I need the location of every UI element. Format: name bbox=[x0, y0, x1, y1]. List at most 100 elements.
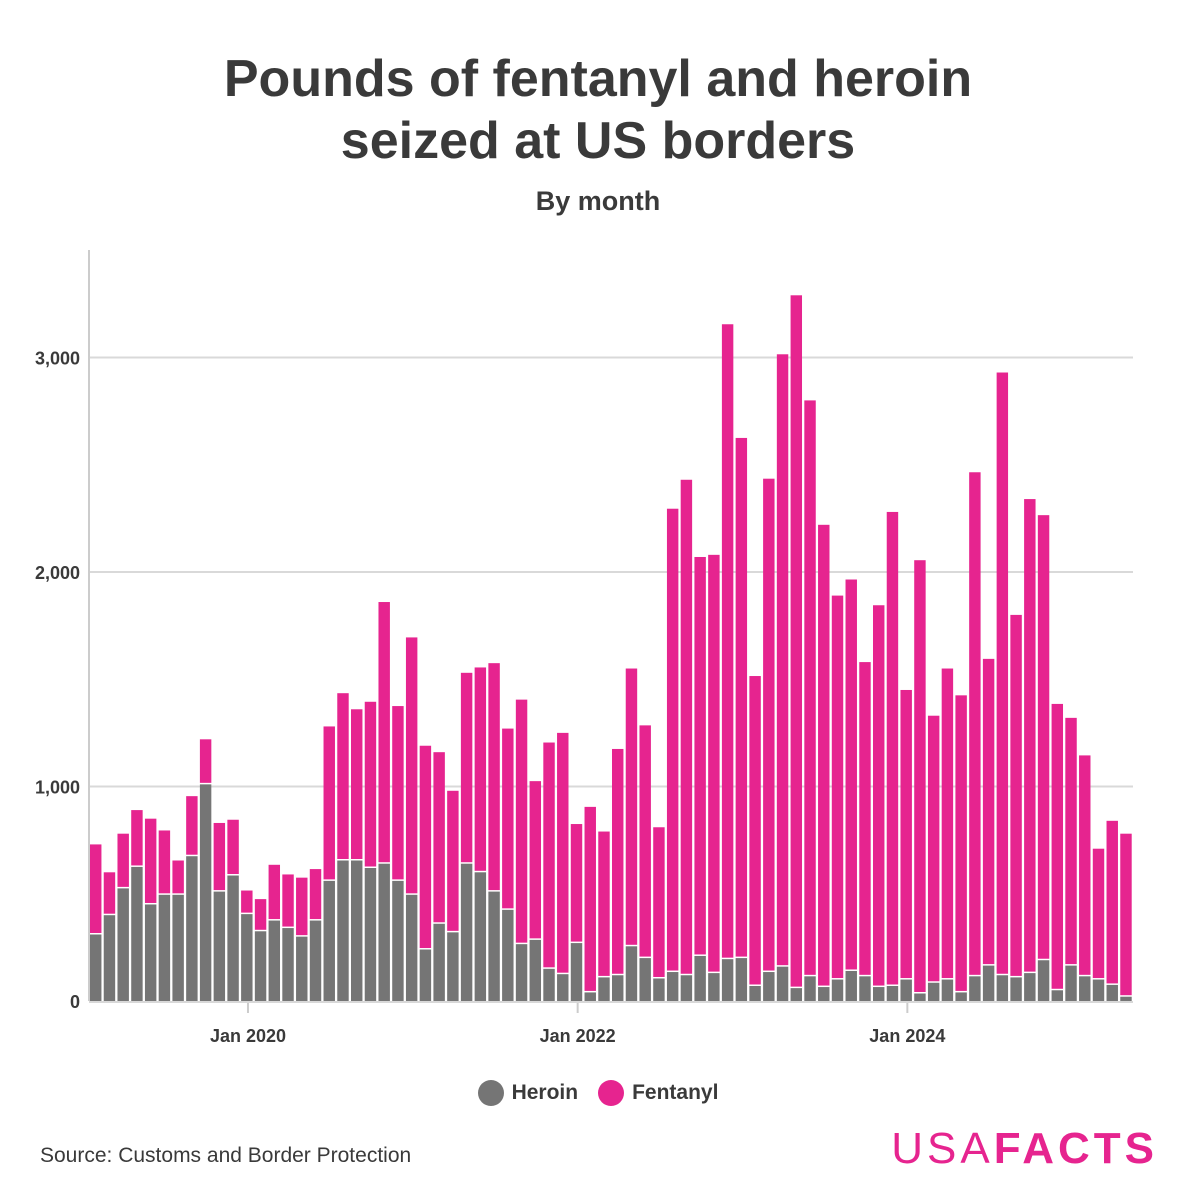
fentanyl-swatch bbox=[598, 1080, 625, 1106]
bar-heroin bbox=[1079, 976, 1091, 1001]
bar-fentanyl bbox=[955, 695, 967, 991]
bar-stack bbox=[941, 668, 954, 1001]
bar-fentanyl bbox=[282, 874, 294, 927]
bar-stack bbox=[982, 658, 995, 1001]
bar-heroin bbox=[392, 880, 404, 1001]
bar-stack bbox=[790, 295, 803, 1001]
bar-fentanyl bbox=[337, 693, 349, 860]
bar-stack bbox=[144, 818, 157, 1001]
bar-heroin bbox=[831, 979, 844, 1001]
bar-fentanyl bbox=[886, 511, 899, 985]
bar-stack bbox=[1092, 848, 1105, 1001]
bar-stack bbox=[735, 437, 748, 1001]
logo-bold-text: FACTS bbox=[993, 1124, 1158, 1173]
bar-stack bbox=[859, 662, 871, 1001]
chart-title-line-2: seized at US borders bbox=[340, 112, 856, 170]
bar-fentanyl bbox=[763, 478, 775, 971]
bar-stack bbox=[1051, 703, 1064, 1001]
bar-stack bbox=[103, 872, 116, 1001]
bar-heroin bbox=[90, 934, 102, 1001]
bar-heroin bbox=[886, 985, 899, 1001]
bar-heroin bbox=[351, 860, 363, 1001]
bar-stack bbox=[804, 400, 816, 1001]
bar-stack bbox=[529, 781, 542, 1001]
usafacts-logo: USAFACTS bbox=[891, 1124, 1158, 1174]
bar-heroin bbox=[117, 888, 129, 1001]
bar-heroin bbox=[763, 972, 775, 1001]
bar-heroin bbox=[144, 904, 157, 1001]
bar-stack bbox=[309, 869, 322, 1001]
bar-stack bbox=[392, 706, 404, 1001]
bar-stack bbox=[818, 524, 830, 1001]
bar-heroin bbox=[323, 880, 335, 1001]
bar-stack bbox=[1079, 755, 1091, 1001]
bar-stack bbox=[447, 790, 459, 1001]
bar-stack bbox=[598, 831, 610, 1001]
bar-fentanyl bbox=[378, 602, 390, 863]
bar-stack bbox=[282, 874, 294, 1001]
legend-label-heroin: Heroin bbox=[511, 1081, 579, 1104]
bar-heroin bbox=[584, 992, 596, 1001]
legend: Heroin Fentanyl bbox=[0, 1080, 1196, 1106]
bar-stack bbox=[241, 890, 253, 1001]
bar-heroin bbox=[570, 943, 583, 1001]
bar-fentanyl bbox=[1106, 820, 1118, 984]
bar-stack bbox=[955, 695, 967, 1001]
bar-fentanyl bbox=[323, 726, 335, 880]
bar-stack bbox=[1024, 499, 1036, 1001]
bar-stack bbox=[927, 715, 940, 1001]
bar-heroin bbox=[1092, 979, 1105, 1001]
bar-fentanyl bbox=[172, 860, 184, 894]
bar-fentanyl bbox=[584, 806, 596, 991]
bar-stack bbox=[557, 732, 569, 1001]
x-tick-label: Jan 2020 bbox=[210, 1026, 286, 1046]
bar-stack bbox=[749, 676, 761, 1001]
bar-heroin bbox=[653, 978, 665, 1001]
bar-stack bbox=[570, 824, 583, 1001]
bar-heroin bbox=[598, 977, 610, 1001]
bar-fentanyl bbox=[502, 728, 514, 909]
bar-stack bbox=[117, 833, 129, 1001]
bar-stack bbox=[763, 478, 775, 1001]
bar-fentanyl bbox=[653, 827, 665, 977]
x-tick-label: Jan 2024 bbox=[869, 1026, 945, 1046]
bar-stack bbox=[131, 810, 143, 1001]
bar-fentanyl bbox=[845, 579, 857, 970]
bar-stack bbox=[639, 725, 651, 1001]
bar-fentanyl bbox=[488, 663, 500, 891]
bar-fentanyl bbox=[914, 560, 926, 992]
bar-stack bbox=[213, 822, 226, 1001]
bar-fentanyl bbox=[570, 824, 583, 942]
bar-fentanyl bbox=[309, 869, 322, 920]
bar-fentanyl bbox=[708, 554, 720, 972]
bar-heroin bbox=[900, 979, 912, 1001]
bar-heroin bbox=[955, 992, 967, 1001]
bar-heroin bbox=[996, 975, 1009, 1001]
legend-label-fentanyl: Fentanyl bbox=[632, 1081, 719, 1104]
bar-fentanyl bbox=[1079, 755, 1091, 975]
bar-fentanyl bbox=[1010, 614, 1022, 976]
bar-stack bbox=[405, 637, 418, 1001]
bar-heroin bbox=[364, 868, 377, 1001]
bar-fentanyl bbox=[790, 295, 803, 987]
bar-stack bbox=[90, 844, 102, 1001]
bar-heroin bbox=[296, 936, 308, 1001]
bar-fentanyl bbox=[900, 689, 912, 979]
bar-heroin bbox=[474, 872, 487, 1001]
bar-fentanyl bbox=[392, 706, 404, 880]
bar-heroin bbox=[721, 959, 734, 1001]
bar-heroin bbox=[666, 972, 679, 1001]
bar-fentanyl bbox=[364, 701, 377, 867]
bar-heroin bbox=[199, 784, 212, 1001]
bar-heroin bbox=[969, 976, 981, 1001]
bar-heroin bbox=[735, 958, 748, 1001]
bar-fentanyl bbox=[433, 752, 445, 923]
bar-heroin bbox=[172, 894, 184, 1001]
bar-fentanyl bbox=[941, 668, 954, 979]
bar-stack bbox=[419, 745, 432, 1001]
bar-fentanyl bbox=[1120, 833, 1132, 996]
bar-heroin bbox=[433, 923, 445, 1001]
bar-stack bbox=[364, 701, 377, 1001]
bar-heroin bbox=[488, 891, 500, 1001]
bar-fentanyl bbox=[254, 899, 267, 930]
